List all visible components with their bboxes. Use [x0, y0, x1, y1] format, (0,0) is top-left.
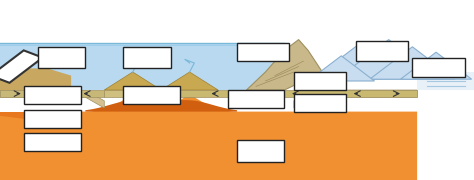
FancyBboxPatch shape	[38, 47, 85, 68]
Polygon shape	[294, 90, 417, 108]
Polygon shape	[85, 100, 237, 112]
Polygon shape	[417, 72, 474, 90]
Polygon shape	[401, 52, 472, 79]
FancyBboxPatch shape	[24, 133, 81, 151]
Polygon shape	[0, 68, 71, 90]
Polygon shape	[0, 50, 43, 83]
FancyBboxPatch shape	[356, 41, 408, 61]
Polygon shape	[161, 72, 218, 90]
FancyBboxPatch shape	[228, 90, 284, 108]
FancyBboxPatch shape	[24, 86, 81, 104]
Polygon shape	[0, 43, 284, 90]
Polygon shape	[104, 72, 161, 90]
Polygon shape	[0, 112, 417, 180]
Polygon shape	[370, 47, 455, 79]
FancyBboxPatch shape	[237, 43, 289, 61]
Polygon shape	[0, 94, 417, 180]
Polygon shape	[0, 90, 104, 108]
Polygon shape	[337, 40, 441, 79]
FancyBboxPatch shape	[123, 47, 171, 68]
Polygon shape	[0, 90, 104, 97]
Polygon shape	[180, 90, 284, 97]
FancyBboxPatch shape	[294, 94, 346, 112]
FancyBboxPatch shape	[24, 110, 81, 128]
Polygon shape	[284, 90, 417, 97]
FancyBboxPatch shape	[237, 140, 284, 162]
FancyBboxPatch shape	[123, 86, 180, 104]
Polygon shape	[104, 90, 180, 97]
FancyBboxPatch shape	[294, 72, 346, 90]
Polygon shape	[308, 56, 374, 81]
Polygon shape	[246, 40, 322, 90]
FancyBboxPatch shape	[412, 58, 465, 77]
Polygon shape	[318, 43, 403, 76]
